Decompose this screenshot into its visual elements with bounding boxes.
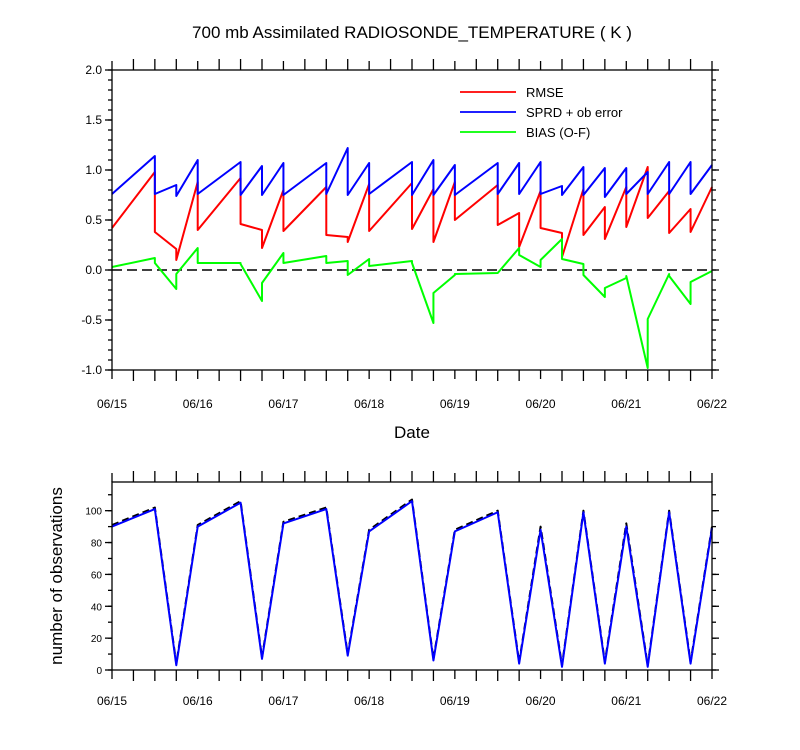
y-tick-label: -1.0 [81,363,102,377]
series-group [111,498,713,668]
legend-label: BIAS (O-F) [526,125,590,140]
legend-label: SPRD + ob error [526,105,623,120]
plot-frame [111,481,713,671]
series-group [111,147,713,369]
y-tick-label: 2.0 [85,63,102,77]
series-line-bias-o-f [111,238,713,369]
plot-frame [111,69,713,371]
y-tick-label: 100 [85,507,102,518]
y-tick-label: 0.0 [85,263,102,277]
x-tick-label: 06/19 [440,694,470,708]
x-axis-label: Date [394,423,430,442]
x-tick-label: 06/20 [526,397,556,411]
y-axis-label: number of observations [47,487,66,665]
bias-rmse-panel: 700 mb Assimilated RADIOSONDE_TEMPERATUR… [81,23,727,442]
series-line-assimilated-observations [111,500,713,668]
y-tick-label: 1.5 [85,113,102,127]
x-tick-label: 06/17 [268,397,298,411]
x-tick-label: 06/17 [268,694,298,708]
y-tick-label: 60 [91,570,103,581]
x-tick-label: 06/20 [526,694,556,708]
x-tick-label: 06/16 [183,397,213,411]
x-tick-label: 06/15 [97,397,127,411]
x-tick-label: 06/19 [440,397,470,411]
x-tick-label: 06/18 [354,397,384,411]
y-tick-label: 0 [96,666,102,677]
y-tick-label: 20 [91,634,103,645]
y-tick-label: 0.5 [85,213,102,227]
x-tick-label: 06/15 [97,694,127,708]
observation-count-panel: 100 80 60 40 20 0 06/15 06/16 06/17 06/18 06/19 06/… [47,471,727,708]
series-line-sprd-ob-error [111,147,713,198]
x-tick-label: 06/21 [611,694,641,708]
axis-ticks: 2.0 1.5 1.0 0.5 0.0 -0.5 -1.0 06/15 06/16 06/17 06… [81,59,727,411]
x-tick-label: 06/18 [354,694,384,708]
series-line-rmse [111,166,713,261]
axis-ticks: 100 80 60 40 20 0 06/15 06/16 06/17 06/18 06/19 06/… [85,471,727,708]
x-tick-label: 06/22 [697,397,727,411]
x-tick-label: 06/22 [697,694,727,708]
legend: RMSE SPRD + ob error BIAS (O-F) [460,85,623,140]
chart-title: 700 mb Assimilated RADIOSONDE_TEMPERATUR… [192,23,632,42]
legend-label: RMSE [526,85,564,100]
y-tick-label: 80 [91,539,103,550]
x-tick-label: 06/16 [183,694,213,708]
y-tick-label: -0.5 [81,313,102,327]
x-tick-label: 06/21 [611,397,641,411]
y-tick-label: 40 [91,602,103,613]
y-tick-label: 1.0 [85,163,102,177]
